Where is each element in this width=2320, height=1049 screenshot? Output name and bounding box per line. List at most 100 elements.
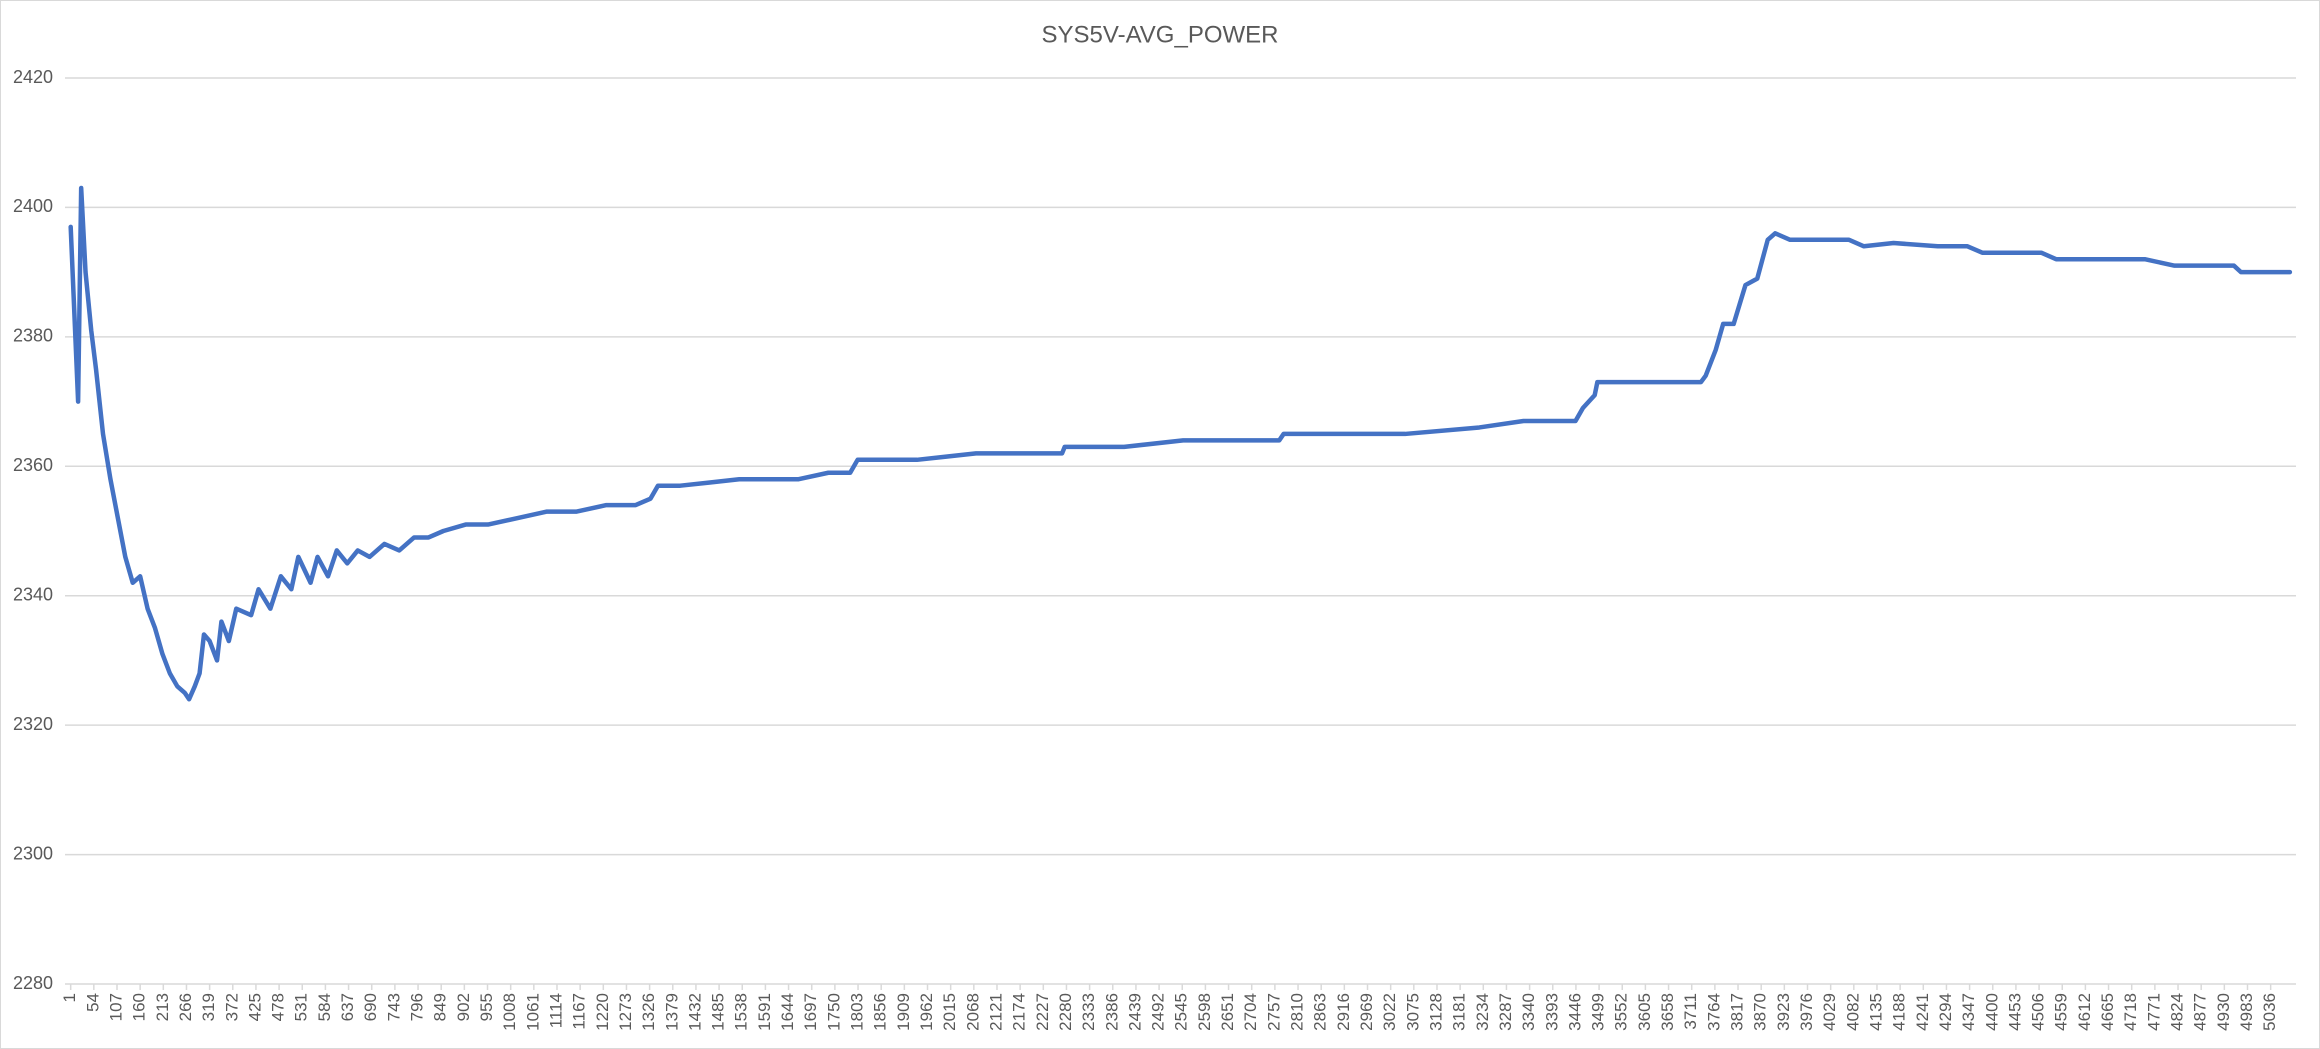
x-tick-label: 3446	[1565, 993, 1584, 1031]
x-tick-label: 2757	[1264, 993, 1283, 1031]
y-tick-label: 2280	[13, 973, 53, 993]
x-tick-label: 425	[245, 993, 264, 1021]
x-tick-label: 5036	[2260, 993, 2279, 1031]
y-tick-label: 2340	[13, 584, 53, 604]
x-tick-label: 2492	[1149, 993, 1168, 1031]
x-tick-label: 2439	[1125, 993, 1144, 1031]
x-tick-label: 4400	[1982, 993, 2001, 1031]
x-tick-label: 3022	[1380, 993, 1399, 1031]
x-tick-label: 372	[222, 993, 241, 1021]
x-tick-label: 743	[384, 993, 403, 1021]
x-tick-label: 160	[130, 993, 149, 1021]
x-tick-label: 4665	[2098, 993, 2117, 1031]
x-tick-label: 1591	[755, 993, 774, 1031]
x-tick-label: 690	[361, 993, 380, 1021]
x-tick-label: 1379	[662, 993, 681, 1031]
x-tick-label: 2227	[1033, 993, 1052, 1031]
y-tick-label: 2360	[13, 455, 53, 475]
y-tick-label: 2400	[13, 196, 53, 216]
x-tick-label: 3976	[1797, 993, 1816, 1031]
y-tick-label: 2300	[13, 843, 53, 863]
x-tick-label: 2863	[1311, 993, 1330, 1031]
x-tick-label: 1485	[709, 993, 728, 1031]
x-tick-label: 1962	[917, 993, 936, 1031]
y-tick-label: 2420	[13, 67, 53, 87]
x-tick-label: 1326	[639, 993, 658, 1031]
x-tick-label: 4506	[2029, 993, 2048, 1031]
x-tick-label: 3234	[1473, 993, 1492, 1031]
y-tick-label: 2380	[13, 326, 53, 346]
x-tick-label: 2651	[1218, 993, 1237, 1031]
x-tick-label: 3128	[1426, 993, 1445, 1031]
x-tick-label: 3552	[1612, 993, 1631, 1031]
x-tick-label: 4771	[2144, 993, 2163, 1031]
x-tick-label: 3340	[1519, 993, 1538, 1031]
chart-title: SYS5V-AVG_POWER	[1042, 21, 1279, 48]
x-tick-label: 4347	[1959, 993, 1978, 1031]
x-tick-label: 4718	[2121, 993, 2140, 1031]
x-tick-label: 2015	[940, 993, 959, 1031]
x-tick-label: 2121	[986, 993, 1005, 1031]
x-tick-label: 1114	[546, 993, 565, 1028]
x-tick-label: 3923	[1774, 993, 1793, 1031]
x-tick-label: 3075	[1403, 993, 1422, 1031]
x-tick-label: 4612	[2075, 993, 2094, 1031]
x-tick-label: 955	[477, 993, 496, 1021]
x-tick-label: 4877	[2191, 993, 2210, 1031]
x-tick-label: 1750	[824, 993, 843, 1031]
x-tick-label: 3393	[1542, 993, 1561, 1031]
x-tick-label: 3817	[1728, 993, 1747, 1031]
x-tick-label: 1432	[685, 993, 704, 1031]
x-tick-label: 4135	[1866, 993, 1885, 1031]
x-tick-label: 2333	[1079, 993, 1098, 1031]
x-tick-label: 1220	[593, 993, 612, 1031]
x-tick-label: 637	[338, 993, 357, 1021]
x-tick-label: 3764	[1704, 993, 1723, 1031]
x-tick-label: 1061	[523, 993, 542, 1031]
x-tick-label: 4453	[2005, 993, 2024, 1031]
x-tick-label: 584	[315, 993, 334, 1021]
data-line	[68, 185, 2293, 702]
x-tick-label: 2545	[1172, 993, 1191, 1031]
x-tick-label: 2068	[963, 993, 982, 1031]
x-tick-label: 1538	[732, 993, 751, 1031]
x-tick-label: 1008	[500, 993, 519, 1031]
x-tick-label: 4294	[1936, 993, 1955, 1031]
x-tick-label: 4983	[2237, 993, 2256, 1031]
x-tick-label: 4241	[1913, 993, 1932, 1031]
x-tick-label: 849	[431, 993, 450, 1021]
x-tick-label: 3605	[1635, 993, 1654, 1031]
x-tick-label: 1167	[570, 993, 589, 1030]
x-tick-label: 2916	[1334, 993, 1353, 1031]
x-tick-label: 4082	[1843, 993, 1862, 1031]
x-tick-label: 1909	[894, 993, 913, 1031]
x-tick-label: 3499	[1589, 993, 1608, 1031]
x-tick-label: 2810	[1288, 993, 1307, 1031]
x-tick-label: 1697	[801, 993, 820, 1031]
x-tick-label: 4559	[2052, 993, 2071, 1031]
x-tick-label: 531	[292, 993, 311, 1021]
x-tick-label: 2969	[1357, 993, 1376, 1031]
x-tick-label: 4824	[2168, 993, 2187, 1031]
x-tick-label: 2704	[1241, 993, 1260, 1031]
x-tick-label: 4029	[1820, 993, 1839, 1031]
x-tick-label: 213	[153, 993, 172, 1021]
x-tick-label: 1273	[616, 993, 635, 1031]
x-tick-label: 2280	[1056, 993, 1075, 1031]
x-tick-label: 1	[60, 993, 79, 1002]
x-tick-label: 1856	[871, 993, 890, 1031]
x-tick-label: 902	[454, 993, 473, 1021]
x-tick-label: 3658	[1658, 993, 1677, 1031]
x-tick-label: 4930	[2214, 993, 2233, 1031]
x-tick-label: 2598	[1195, 993, 1214, 1031]
x-tick-label: 1644	[778, 993, 797, 1031]
x-tick-label: 796	[408, 993, 427, 1021]
x-tick-label: 3181	[1450, 993, 1469, 1031]
x-tick-label: 1803	[848, 993, 867, 1031]
x-tick-label: 478	[269, 993, 288, 1021]
x-tick-label: 2386	[1102, 993, 1121, 1031]
x-tick-label: 2174	[1010, 993, 1029, 1031]
x-tick-label: 266	[176, 993, 195, 1021]
